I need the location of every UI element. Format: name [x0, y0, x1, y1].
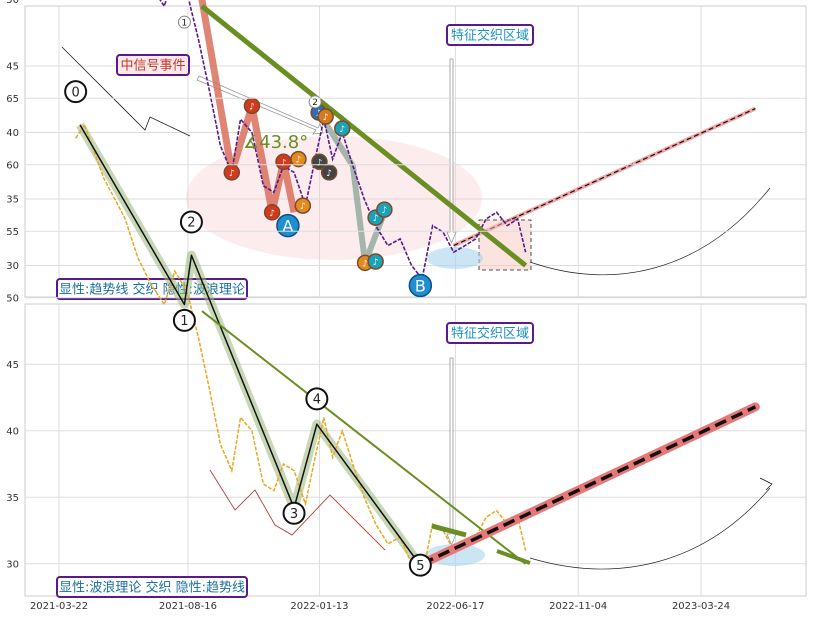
wave-number-circle [177, 15, 191, 29]
wave-number: 1 [180, 314, 188, 329]
y-tick-label: 40 [6, 426, 19, 437]
signal-marker [290, 150, 307, 168]
signal-marker [367, 253, 384, 270]
signal-marker [334, 120, 351, 137]
signal-marker-glyph: ♪ [281, 158, 287, 168]
trendline-end [496, 549, 531, 565]
wave-number-circle [172, 308, 196, 332]
zone-arrow [446, 357, 457, 547]
x-axis: 2021-03-22 2021-08-16 2022-01-13 2022-06-17… [30, 601, 730, 612]
y-tick-label: 30 [6, 261, 19, 272]
zone-label: 特征交织区域 [451, 326, 529, 342]
signal-marker-glyph: ♪ [339, 125, 345, 135]
signal-marker-glyph: ♪ [373, 258, 379, 268]
projection-line [421, 405, 757, 566]
y-tick-label: 40 [6, 128, 19, 139]
wave-number-circle [282, 501, 306, 525]
x-tick-label: 2022-11-04 [549, 601, 607, 612]
signal-marker-glyph: ♪ [382, 206, 388, 216]
signal-marker-glyph: ♪ [229, 169, 235, 179]
x-tick-label: 2022-01-13 [290, 601, 348, 612]
zone-arrow [446, 58, 457, 245]
signal-marker-glyph: ♪ [326, 169, 332, 179]
y-tick-label: 45 [6, 360, 19, 371]
trendline [201, 310, 527, 565]
wave-number-circle [305, 387, 329, 411]
projection-line [453, 108, 756, 247]
panel-frame [24, 303, 807, 597]
wave-number-circle [408, 553, 432, 577]
wave-number: 1 [182, 18, 188, 28]
signal-marker-glyph: ♪ [296, 156, 302, 166]
signal-marker-glyph: ♪ [323, 113, 329, 123]
big-label-A: A [282, 217, 293, 236]
x-tick-label: 2023-03-24 [672, 601, 730, 612]
x-tick-label: 2022-06-17 [426, 601, 484, 612]
signal-marker-glyph: ♪ [269, 209, 275, 219]
signal-marker-glyph: ♪ [249, 102, 255, 112]
y-tick-label: 45 [6, 62, 19, 73]
wave-lines [61, 46, 191, 137]
y-tick-label: 35 [6, 195, 19, 206]
signal-marker-glyph: ♪ [317, 158, 323, 168]
trendline-short [431, 523, 467, 538]
x-tick-label: 2021-08-16 [159, 601, 217, 612]
wave-band-red [198, 0, 298, 216]
footer-label: 显性:波浪理论 交织 隐性:趋势线 [59, 580, 245, 596]
y-tick-label: 60 [6, 160, 19, 171]
big-label-B: B [415, 276, 426, 295]
x-tick-label: 2021-03-22 [30, 601, 88, 612]
wave-number-circle [308, 95, 322, 109]
wave-number: 2 [312, 98, 318, 108]
big-label-circle [408, 273, 433, 298]
zone-label-box [446, 322, 534, 344]
projection-curve [529, 187, 771, 276]
top-chart-panel: 3035404550556065∡43.8°♪♪♪♪♪♪♪♪♪♪♪♪♪♪♪021… [6, 0, 807, 300]
wave-path [79, 124, 423, 569]
blue-ellipse [425, 544, 485, 566]
event-label: 中信号事件 [120, 59, 185, 74]
event-label-box [116, 54, 190, 76]
zone-label-box [446, 24, 534, 46]
wave-number-circle [64, 80, 88, 104]
signal-marker [317, 108, 334, 125]
signal-marker-glyph: ♪ [373, 214, 379, 224]
wave-number: 4 [313, 393, 321, 408]
angle-label: ∡43.8° [243, 132, 308, 153]
wave-number: 5 [416, 559, 424, 574]
detail-line [209, 469, 386, 551]
footer-label-box [56, 576, 248, 598]
trendline-0 [200, 4, 528, 268]
projection-curve [529, 487, 771, 570]
y-tick-label: 35 [6, 493, 19, 504]
signal-marker [294, 197, 312, 214]
zone-label: 特征交织区域 [451, 28, 529, 44]
wave-number: 0 [72, 85, 80, 100]
y-tick-label: 50 [6, 293, 19, 304]
wave-number-circle [179, 210, 203, 234]
signal-marker [311, 153, 328, 171]
projection-arrowhead [759, 477, 773, 491]
y-tick-label: 50 [6, 0, 19, 6]
blue-ellipse [427, 247, 483, 269]
y-tick-label: 30 [6, 559, 19, 570]
wave-band-green [316, 110, 388, 266]
signal-marker-glyph: ♪ [362, 259, 368, 269]
wave-number: 3 [290, 507, 298, 522]
y-tick-label: 65 [6, 94, 19, 105]
footer-label: 显性:趋势线 交织 隐性:波浪理论 [59, 282, 245, 298]
wave-number: 2 [187, 216, 195, 231]
signal-marker [376, 201, 393, 218]
signal-marker-glyph: ♪ [300, 202, 306, 212]
y-tick-label: 55 [6, 227, 19, 238]
signal-marker [263, 204, 281, 221]
